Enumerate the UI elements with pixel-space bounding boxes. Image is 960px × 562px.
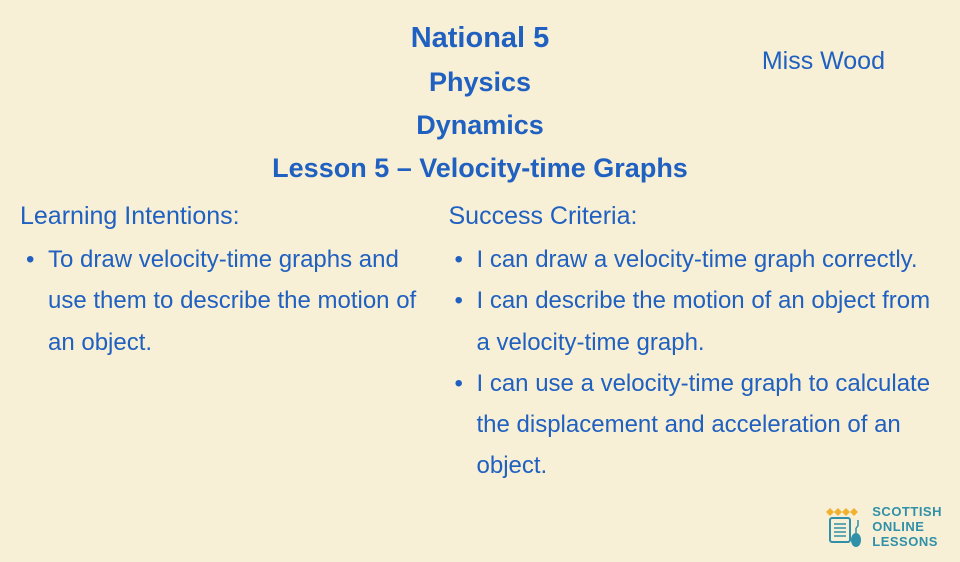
logo-text: SCOTTISH ONLINE LESSONS (872, 505, 942, 550)
learning-intentions-list: To draw velocity-time graphs and use the… (20, 239, 419, 363)
teacher-name: Miss Wood (762, 47, 885, 76)
list-item: I can use a velocity-time graph to calcu… (449, 363, 951, 487)
logo-line-2: ONLINE (872, 520, 942, 535)
learning-intentions-section: Learning Intentions: To draw velocity-ti… (20, 202, 439, 487)
list-item: To draw velocity-time graphs and use the… (20, 239, 419, 363)
logo-line-3: LESSONS (872, 535, 942, 550)
list-item: I can draw a velocity-time graph correct… (449, 239, 951, 280)
brand-logo: SCOTTISH ONLINE LESSONS (824, 505, 942, 550)
success-criteria-heading: Success Criteria: (449, 202, 951, 231)
document-mouse-icon (824, 506, 864, 550)
lesson-title: Lesson 5 – Velocity-time Graphs (0, 153, 960, 184)
success-criteria-section: Success Criteria: I can draw a velocity-… (439, 202, 951, 487)
content-columns: Learning Intentions: To draw velocity-ti… (0, 202, 960, 487)
learning-intentions-heading: Learning Intentions: (20, 202, 419, 231)
success-criteria-list: I can draw a velocity-time graph correct… (449, 239, 951, 487)
logo-line-1: SCOTTISH (872, 505, 942, 520)
unit-title: Dynamics (0, 110, 960, 141)
list-item: I can describe the motion of an object f… (449, 280, 951, 363)
